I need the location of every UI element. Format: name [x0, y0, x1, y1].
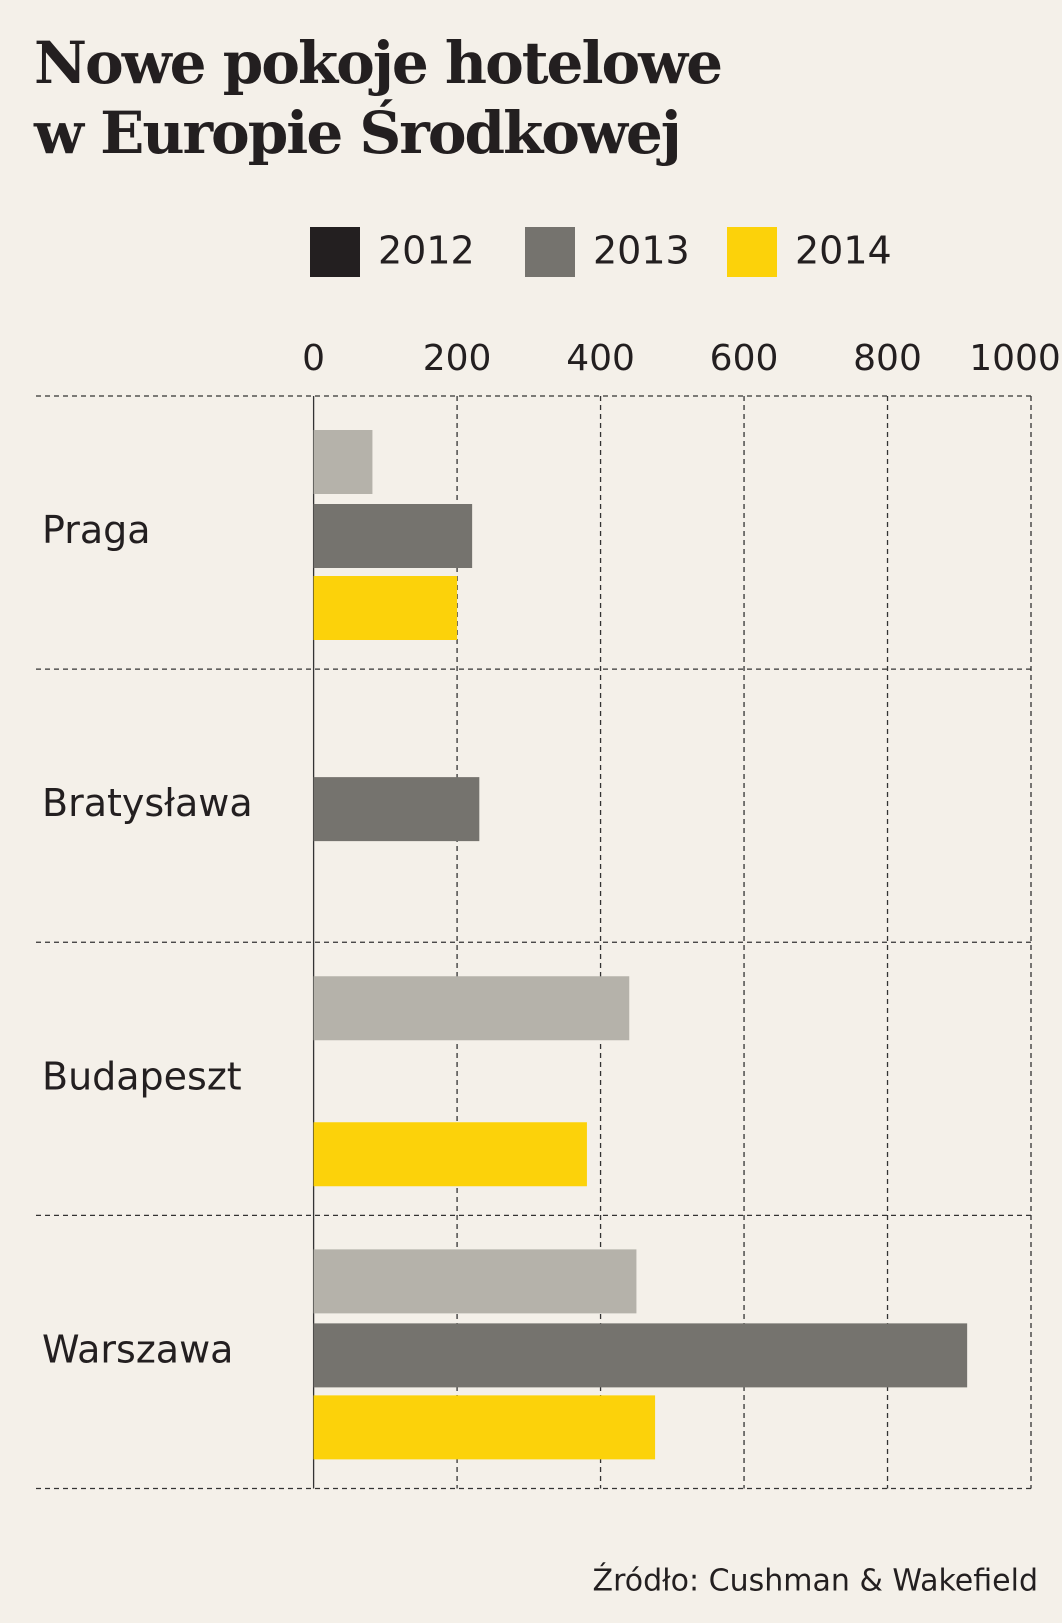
x-tick-label: 200 [423, 338, 492, 379]
bar [313, 1249, 637, 1314]
legend-label: 2012 [378, 229, 475, 273]
x-tick-label: 1000 [969, 338, 1061, 379]
x-tick-label: 0 [302, 338, 325, 379]
source: Źródło: Cushman & Wakefield [593, 1563, 1038, 1599]
bar [313, 576, 458, 640]
legend-label: 2013 [593, 229, 690, 273]
y-tick-label: Bratysława [42, 781, 253, 825]
legend-swatch [310, 227, 360, 277]
x-tick-label: 600 [710, 338, 779, 379]
bar [313, 1122, 587, 1187]
y-tick-label: Budapeszt [42, 1054, 242, 1098]
x-tick-label: 800 [853, 338, 922, 379]
bar [313, 777, 480, 842]
legend-swatch [727, 227, 777, 277]
bar [313, 1395, 656, 1460]
y-tick-label: Warszawa [42, 1327, 233, 1371]
legend-label: 2014 [795, 229, 892, 273]
chart-title: w Europie Środkowej [33, 99, 680, 167]
bar [313, 976, 630, 1041]
bar [313, 504, 473, 568]
bar [313, 430, 373, 494]
legend-swatch [525, 227, 575, 277]
x-tick-label: 400 [566, 338, 635, 379]
bar [313, 1323, 968, 1388]
y-tick-label: Praga [42, 508, 151, 552]
chart-title: Nowe pokoje hotelowe [34, 29, 721, 97]
